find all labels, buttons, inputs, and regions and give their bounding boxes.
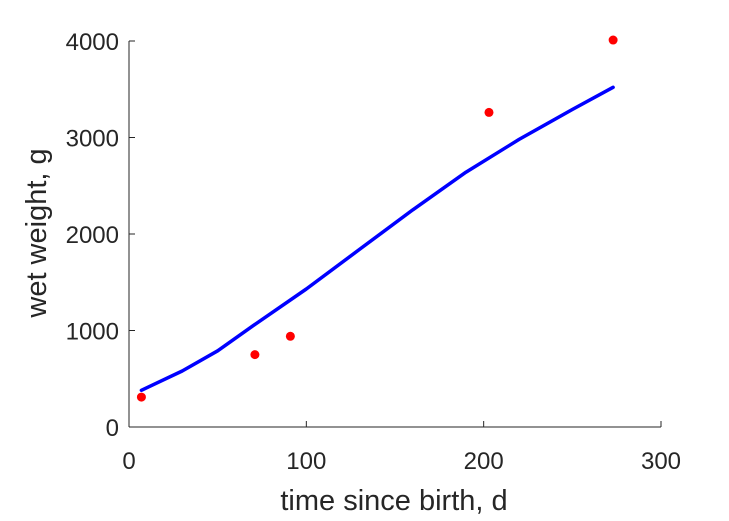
data-point-4 [608, 35, 618, 45]
data-point-3 [484, 107, 494, 117]
data-point-1 [250, 350, 260, 360]
y-tick-label: 2000 [66, 222, 119, 249]
y-tick-label: 0 [106, 415, 119, 442]
fit-curve-line [139, 85, 615, 393]
y-axis-title: wet weight, g [21, 148, 53, 318]
x-axis-title: time since birth, d [280, 485, 507, 517]
x-tick-label: 200 [464, 448, 504, 475]
x-tick-label: 100 [286, 448, 326, 475]
y-tick-label: 1000 [66, 319, 119, 346]
x-tick-label: 0 [122, 448, 135, 475]
y-tick-label: 3000 [66, 126, 119, 153]
y-tick-label: 4000 [66, 29, 119, 56]
data-point-2 [285, 331, 295, 341]
x-tick-label: 300 [641, 448, 681, 475]
data-point-0 [136, 392, 146, 402]
